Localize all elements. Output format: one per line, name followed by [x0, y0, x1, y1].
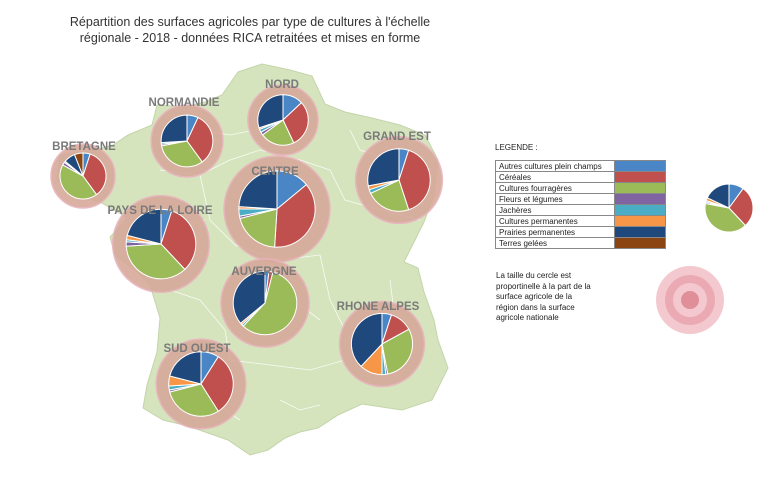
legend-row: Autres cultures plein champs	[495, 160, 666, 172]
legend-swatch	[614, 193, 666, 205]
legend-label: Céréales	[495, 171, 615, 183]
legend-swatch	[614, 182, 666, 194]
legend-label: Prairies permanentes	[495, 226, 615, 238]
region-pie-slice	[73, 152, 84, 177]
region-label: RHONE ALPES	[337, 301, 420, 313]
legend-example-slice	[706, 183, 730, 209]
region-pie-slice	[370, 179, 410, 212]
region-bubble	[50, 143, 116, 209]
region-pie-slice	[274, 183, 316, 248]
legend-swatch	[614, 226, 666, 238]
legend: LEGENDE : Autres cultures plein champs Cé…	[495, 143, 666, 249]
region-bubble	[354, 135, 444, 225]
legend-table: Autres cultures plein champs Céréales Cult…	[495, 160, 666, 249]
legend-example-slice	[704, 202, 747, 233]
region-bubble	[223, 155, 331, 263]
legend-label: Autres cultures plein champs	[495, 160, 615, 172]
region-pie-slice	[367, 148, 400, 187]
legend-label: Cultures permanentes	[495, 215, 615, 227]
legend-example-slice	[728, 187, 754, 227]
region-pie-slice	[82, 153, 107, 196]
region-label: NORMANDIE	[149, 97, 220, 109]
region-pie-slice	[186, 116, 214, 163]
region-pie-slice	[232, 270, 266, 324]
legend-title: LEGENDE :	[495, 143, 538, 152]
region-pie-slice	[239, 208, 278, 248]
region-bubble	[338, 300, 426, 388]
size-note: La taille du cercle est proportinelle à …	[496, 271, 591, 322]
region-pie-slice	[261, 119, 295, 146]
legend-label: Cultures fourragères	[495, 182, 615, 194]
legend-example-pie	[704, 183, 754, 233]
legend-row: Cultures permanentes	[495, 215, 666, 227]
region-bubble	[111, 194, 211, 294]
region-pie-slice	[160, 114, 188, 144]
region-pie-slice	[398, 149, 431, 211]
region-pie-slice	[169, 351, 202, 385]
legend-label: Fleurs et légumes	[495, 193, 615, 205]
region-pie-slice	[160, 140, 203, 168]
map-title: Répartition des surfaces agricoles par t…	[40, 14, 460, 46]
region-pie-slice	[238, 170, 278, 210]
region-label: CENTRE	[251, 166, 299, 178]
region-bubble	[247, 84, 319, 156]
legend-swatch	[614, 160, 666, 172]
legend-row: Fleurs et légumes	[495, 193, 666, 205]
legend-row: Jachères	[495, 204, 666, 216]
legend-swatch	[614, 204, 666, 216]
region-pie-slice	[350, 312, 383, 368]
region-pie-slice	[381, 328, 414, 375]
region-label: NORD	[265, 79, 299, 91]
region-label: PAYS DE LA LOIRE	[107, 205, 212, 217]
region-bubble	[220, 258, 310, 348]
region-pie-slice	[160, 210, 197, 271]
legend-row: Prairies permanentes	[495, 226, 666, 238]
region-pie-slice	[125, 243, 186, 280]
region-pie-slice	[257, 94, 284, 129]
region-bubble	[155, 338, 247, 430]
region-label: GRAND EST	[363, 131, 431, 143]
legend-swatch	[614, 215, 666, 227]
region-label: AUVERGNE	[231, 266, 297, 278]
title-line-1: Répartition des surfaces agricoles par t…	[69, 15, 431, 29]
legend-swatch	[614, 237, 666, 249]
region-bubbles: NORD NORMANDIE BRETAGNE GRAND EST CENTRE PAYS…	[50, 79, 444, 430]
legend-row: Céréales	[495, 171, 666, 183]
legend-row: Terres gelées	[495, 237, 666, 249]
legend-label: Jachères	[495, 204, 615, 216]
region-pie-slice	[126, 208, 162, 245]
size-legend-circles	[656, 266, 724, 334]
title-line-2: régionale - 2018 - données RICA retraité…	[79, 31, 421, 45]
region-pie-slice	[242, 271, 298, 336]
region-pie-slice	[169, 383, 219, 417]
region-bubble	[150, 104, 224, 178]
region-label: BRETAGNE	[52, 141, 116, 153]
legend-row: Cultures fourragères	[495, 182, 666, 194]
region-label: SUD OUEST	[163, 343, 230, 355]
region-pie-slice	[200, 356, 234, 412]
region-pie-slice	[59, 164, 98, 200]
legend-label: Terres gelées	[495, 237, 615, 249]
legend-swatch	[614, 171, 666, 183]
